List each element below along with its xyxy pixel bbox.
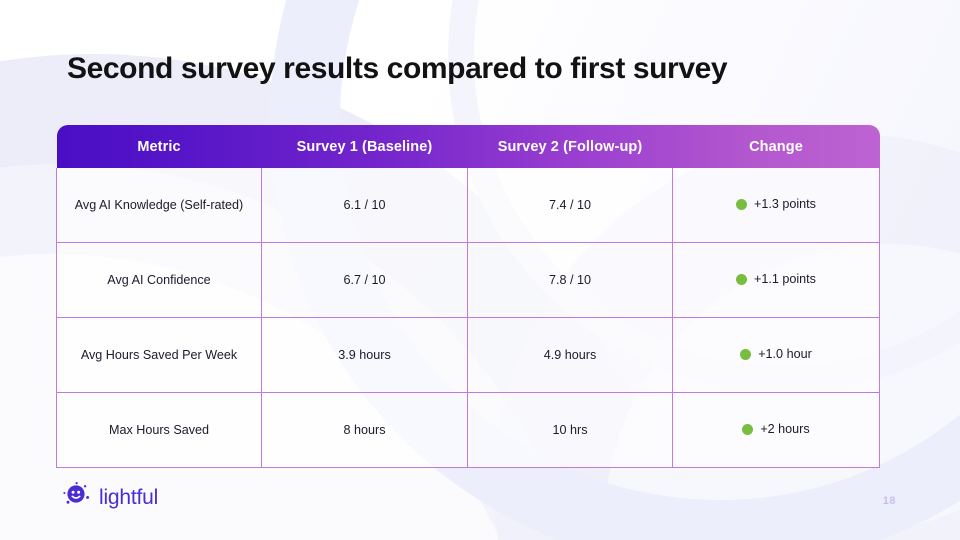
cell-survey-1: 3.9 hours <box>261 317 468 393</box>
cell-survey-1: 6.7 / 10 <box>261 242 468 318</box>
change-indicator-group: +2 hours <box>742 422 810 437</box>
cell-survey-1: 6.1 / 10 <box>261 168 468 243</box>
green-dot-icon <box>736 273 748 285</box>
cell-change: +1.0 hour <box>672 317 880 393</box>
lightful-circle-mark-icon <box>60 481 94 512</box>
cell-change: +1.1 points <box>672 242 880 318</box>
table-header: Metric Survey 1 (Baseline) Survey 2 (Fol… <box>56 125 880 168</box>
cell-survey-1: 8 hours <box>261 392 468 468</box>
column-header-survey-1: Survey 1 (Baseline) <box>296 138 433 155</box>
column-header-change: Change <box>749 138 803 155</box>
green-dot-icon <box>742 423 754 435</box>
page-number: 18 <box>882 495 896 507</box>
table-row: Avg AI Knowledge (Self-rated) 6.1 / 10 7… <box>56 168 880 243</box>
cell-change: +1.3 points <box>672 168 880 243</box>
table-row: Max Hours Saved 8 hours 10 hrs +2 hours <box>56 392 880 468</box>
table-body: Avg AI Knowledge (Self-rated) 6.1 / 10 7… <box>56 168 880 468</box>
cell-change: +2 hours <box>672 392 880 468</box>
table-row: Avg Hours Saved Per Week 3.9 hours 4.9 h… <box>56 317 880 393</box>
column-header-metric: Metric <box>137 138 181 155</box>
change-value: +1.3 points <box>754 197 816 212</box>
lightful-logo: lightful <box>60 481 158 512</box>
cell-survey-2: 4.9 hours <box>467 317 673 393</box>
column-header-survey-2: Survey 2 (Follow-up) <box>497 138 643 155</box>
change-value: +1.1 points <box>754 272 816 287</box>
cell-survey-2: 10 hrs <box>467 392 673 468</box>
green-dot-icon <box>736 198 748 210</box>
slide-title: Second survey results compared to first … <box>67 52 728 85</box>
cell-survey-2: 7.8 / 10 <box>467 242 673 318</box>
green-dot-icon <box>740 348 752 360</box>
change-indicator-group: +1.1 points <box>736 272 816 286</box>
table-row: Avg AI Confidence 6.7 / 10 7.8 / 10 +1.1… <box>56 242 880 318</box>
cell-metric: Avg Hours Saved Per Week <box>56 317 262 393</box>
change-indicator-group: +1.3 points <box>736 197 816 211</box>
cell-metric: Avg AI Confidence <box>56 242 262 318</box>
cell-metric: Max Hours Saved <box>56 392 262 468</box>
results-table-container: Metric Survey 1 (Baseline) Survey 2 (Fol… <box>56 125 880 468</box>
change-indicator-group: +1.0 hour <box>740 347 812 361</box>
cell-metric: Avg AI Knowledge (Self-rated) <box>56 168 262 243</box>
cell-survey-2: 7.4 / 10 <box>467 168 673 243</box>
lightful-wordmark: lightful <box>99 486 159 509</box>
results-table: Metric Survey 1 (Baseline) Survey 2 (Fol… <box>56 125 880 468</box>
change-value: +2 hours <box>760 422 810 437</box>
change-value: +1.0 hour <box>758 347 812 362</box>
table-header-row: Metric Survey 1 (Baseline) Survey 2 (Fol… <box>56 125 880 168</box>
